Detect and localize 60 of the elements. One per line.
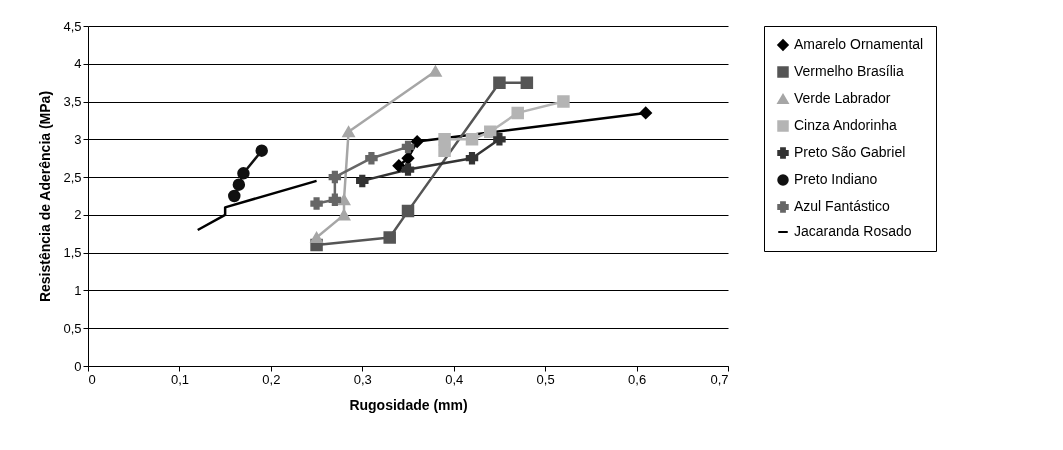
y-tick-label: 0,5 [63,320,82,336]
x-tick-label: 0,6 [628,371,647,387]
x-tick-label: 0,7 [710,371,729,387]
x-tick-label: 0,2 [262,371,281,387]
legend-label: Cinza Andorinha [794,117,897,133]
legend-label: Azul Fantástico [794,198,890,214]
point [255,144,268,157]
x-tick-label: 0,5 [536,371,555,387]
point [557,95,570,108]
point [310,197,323,210]
point [356,174,369,188]
x-tick-label: 0 [88,371,96,387]
y-tick-label: 1 [74,282,82,298]
point [493,133,506,146]
y-tick-label: 4,5 [63,18,82,34]
x-tick-label: 0,3 [353,371,372,387]
point [310,232,323,244]
legend-label: Verde Labrador [794,90,891,106]
point [401,151,415,165]
y-tick-label: 3 [74,131,82,147]
point [342,126,355,138]
point [228,189,241,203]
point [392,159,406,173]
point [401,140,415,154]
x-tick-label: 0,4 [445,371,464,387]
point [465,133,479,146]
legend-label: Amarelo Ornamental [794,36,924,52]
y-tick-label: 1,5 [63,245,82,261]
point [237,167,250,180]
point [337,209,351,221]
point [639,106,652,120]
x-tick-label: 0,1 [170,371,189,387]
legend-label: Preto Indiano [794,171,878,187]
y-tick-label: 2,5 [63,169,82,185]
y-axis-title: Resistência de Aderência (MPa) [37,90,54,303]
y-tick-label: 4 [74,56,82,72]
point [383,231,396,244]
y-tick-label: 0 [74,358,82,374]
point [365,151,378,165]
point [438,133,451,146]
point [328,170,342,184]
legend-label: Jacaranda Rosado [794,223,912,239]
point [232,178,246,191]
legend-label: Vermelho Brasília [794,63,904,79]
point [493,76,506,89]
point [520,76,534,89]
y-tick-label: 3,5 [63,94,82,110]
point [401,204,415,218]
point [410,135,424,148]
point [401,163,415,176]
legend-label: Preto São Gabriel [794,144,906,160]
point [337,194,351,206]
point [438,144,451,157]
point [511,106,524,120]
point [429,65,442,77]
point [465,151,479,165]
point [484,125,497,139]
x-axis-title: Rugosidade (mm) [349,396,468,413]
y-tick-label: 2 [74,207,82,223]
point [328,193,342,207]
